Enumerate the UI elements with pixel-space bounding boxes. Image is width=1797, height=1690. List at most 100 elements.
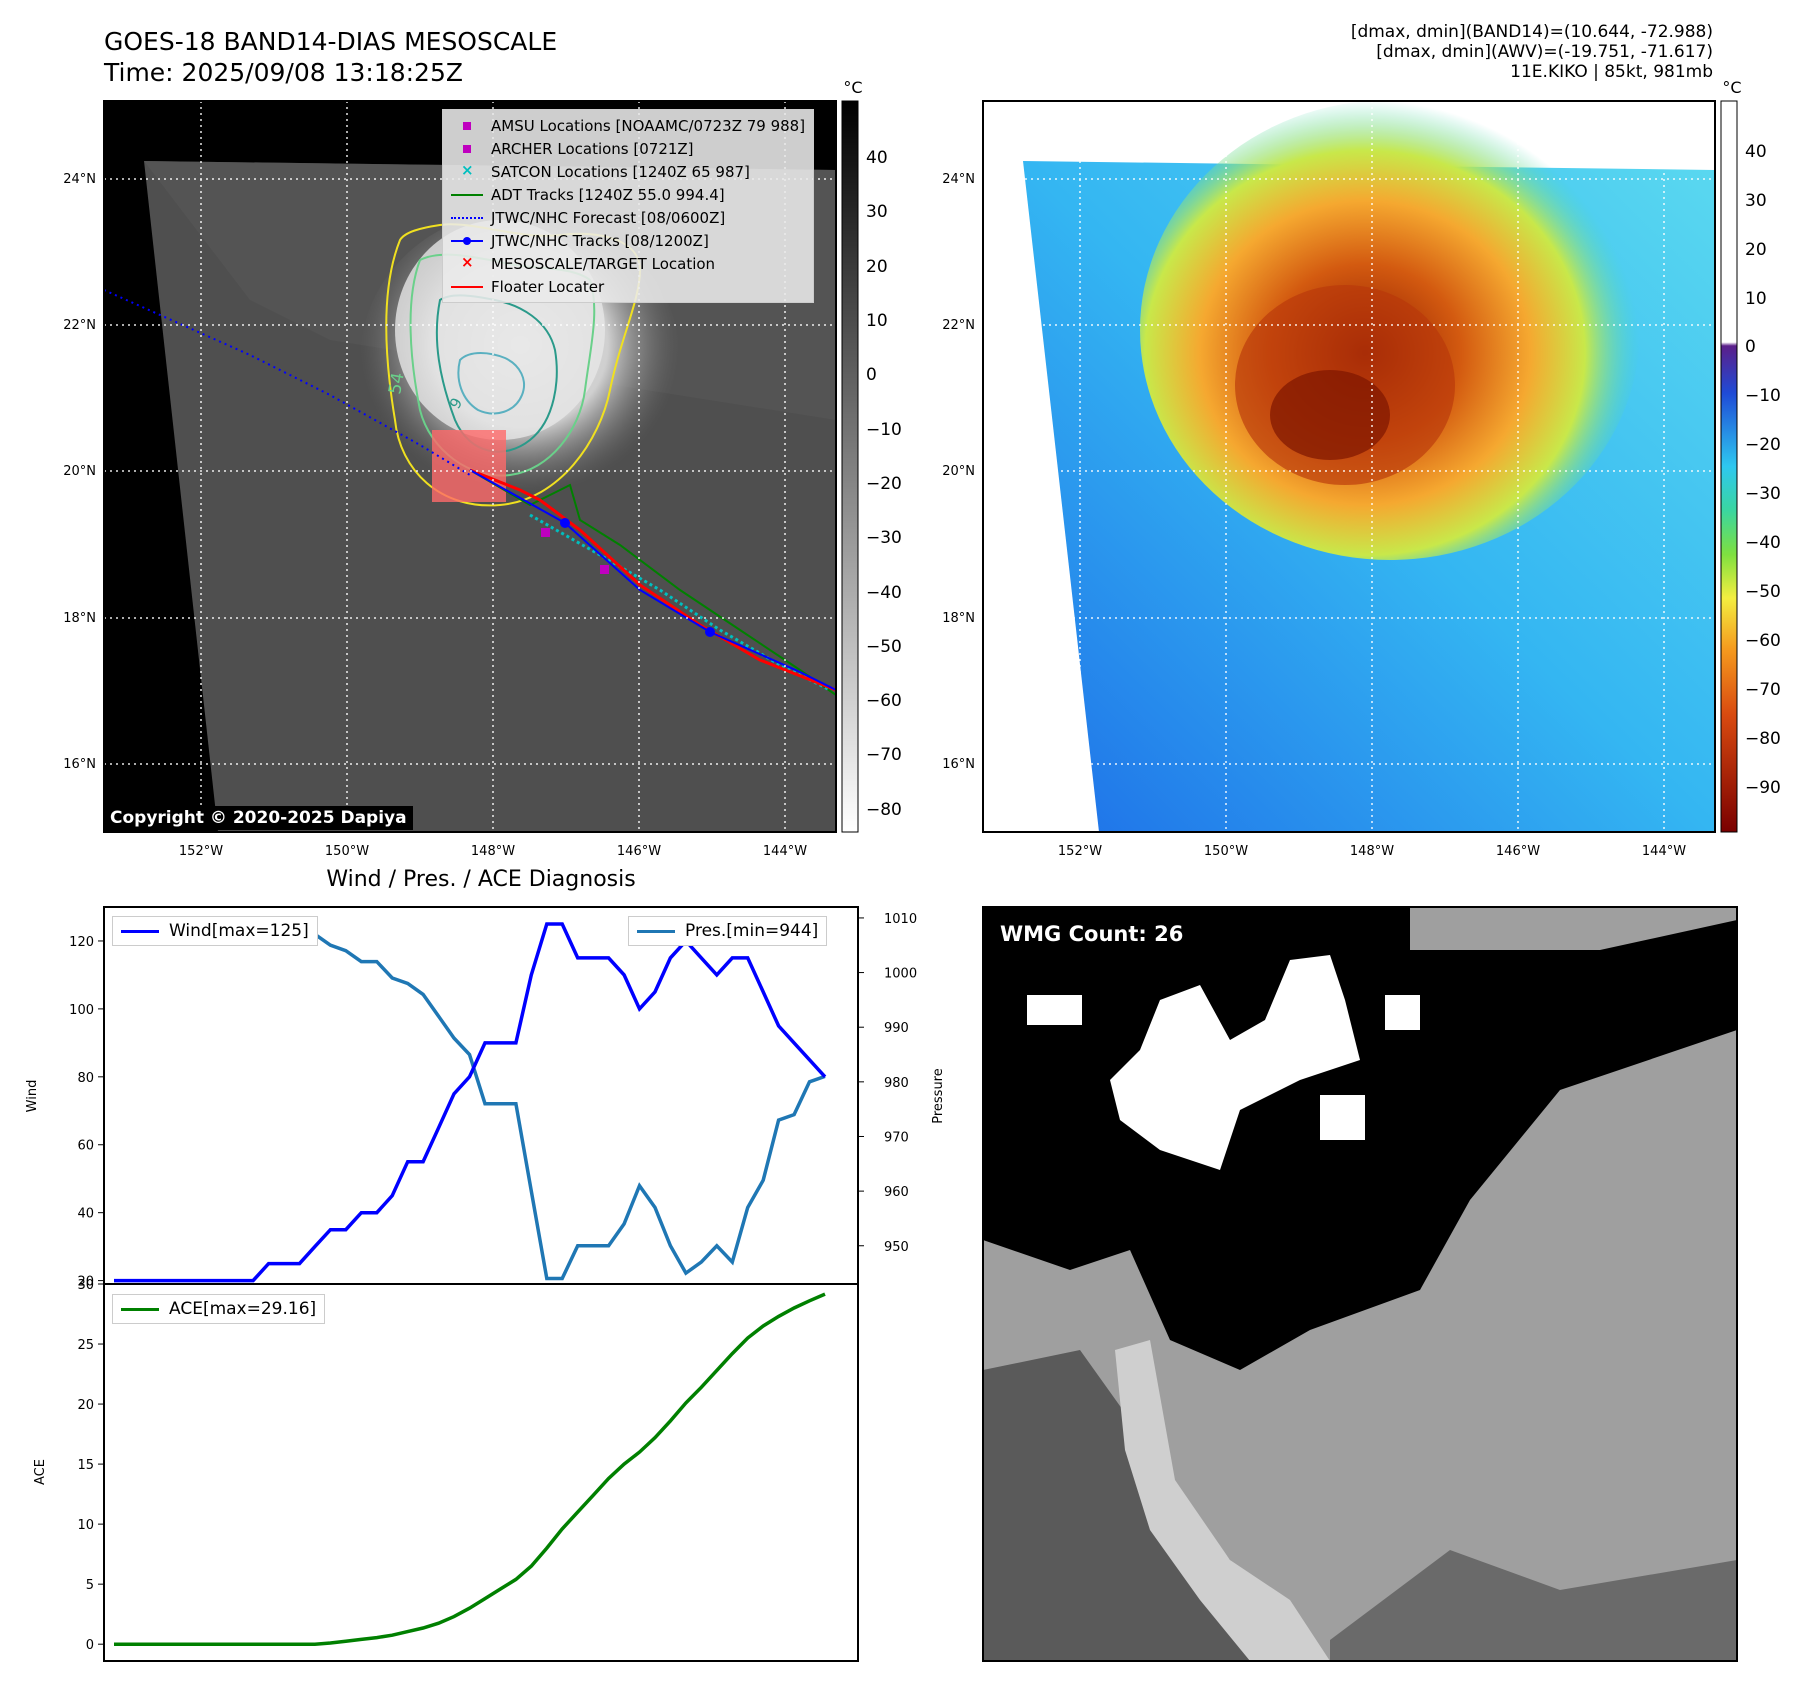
stats-block: [dmax, dmin](BAND14)=(10.644, -72.988) […	[1351, 22, 1713, 82]
square-marker-icon	[451, 141, 483, 157]
legend-label: ADT Tracks [1240Z 55.0 994.4]	[491, 185, 725, 204]
chart-title: Wind / Pres. / ACE Diagnosis	[326, 867, 635, 892]
wmg-light-streak	[1115, 1340, 1330, 1661]
colorbar-tick: −70	[1745, 680, 1781, 700]
x-marker-icon: ×	[461, 252, 474, 271]
axis-tick-label: 60	[77, 1139, 94, 1154]
floater-target-region	[432, 430, 506, 502]
color-colorbar	[1720, 100, 1738, 833]
figure-title: GOES-18 BAND14-DIAS MESOSCALE Time: 2025…	[104, 26, 557, 88]
axis-tick-label: 10	[77, 1518, 94, 1533]
ace-legend: ACE[max=29.16]	[112, 1294, 326, 1324]
colorbar-tick: 0	[1745, 337, 1756, 357]
gray-colorbar	[841, 100, 859, 833]
axis-tick-label: 15	[77, 1458, 94, 1473]
legend-item-target: × MESOSCALE/TARGET Location	[451, 252, 805, 275]
colorbar-tick: −80	[1745, 729, 1781, 749]
title-line-2: Time: 2025/09/08 13:18:25Z	[104, 58, 463, 87]
lat-label: 24°N	[942, 172, 975, 187]
legend-label: AMSU Locations [NOAAMC/0723Z 79 988]	[491, 116, 806, 135]
legend-label: Wind[max=125]	[169, 921, 309, 941]
contour-inner	[457, 352, 525, 415]
legend-item-archer: ARCHER Locations [0721Z]	[451, 137, 805, 160]
left-map-axis-labels: 24°N 22°N 20°N 18°N 16°N 152°W 150°W 148…	[63, 172, 807, 859]
copyright-badge: Copyright © 2020-2025 Dapiya	[104, 806, 413, 830]
axis-tick-label: 990	[884, 1021, 909, 1036]
axis-tick-label: 0	[86, 1638, 94, 1653]
floater-locater-line	[469, 468, 836, 692]
map-grid-right	[983, 101, 1715, 832]
jtwc-track-point	[705, 627, 715, 637]
stats-line-1: [dmax, dmin](BAND14)=(10.644, -72.988)	[1350, 22, 1713, 42]
lon-label: 144°W	[1642, 844, 1686, 859]
lat-label: 22°N	[63, 318, 96, 333]
square-marker-icon	[451, 118, 483, 134]
legend-label: SATCON Locations [1240Z 65 987]	[491, 162, 750, 181]
legend-label: JTWC/NHC Forecast [08/0600Z]	[491, 208, 726, 227]
jtwc-track-line	[469, 469, 836, 691]
ace-axis-label: ACE	[33, 1459, 48, 1485]
axis-tick-label: 20	[77, 1398, 94, 1413]
pressure-axis-label: Pressure	[931, 1068, 946, 1124]
amsu-marker	[541, 528, 550, 537]
colorbar-tick: −40	[866, 583, 902, 603]
legend-label: Pres.[min=944]	[685, 921, 819, 941]
axis-tick-label: 950	[884, 1240, 909, 1255]
lon-label: 146°W	[1496, 844, 1540, 859]
stats-line-3: 11E.KIKO | 85kt, 981mb	[1510, 62, 1713, 82]
gray-colorbar-ticks: °C 40 30 20 10 0 −10 −20 −30 −40 −50 −60…	[843, 78, 901, 820]
lon-label: 152°W	[179, 844, 223, 859]
axis-tick-label: 970	[884, 1130, 909, 1145]
axis-tick-label: 980	[884, 1076, 909, 1091]
lon-label: 146°W	[617, 844, 661, 859]
lon-label: 150°W	[325, 844, 369, 859]
legend-item-amsu: AMSU Locations [NOAAMC/0723Z 79 988]	[451, 114, 805, 137]
colorbar-tick: −90	[1745, 778, 1781, 798]
colorbar-tick: 20	[866, 257, 888, 277]
colorbar-tick: −10	[866, 420, 902, 440]
legend-item-satcon: × SATCON Locations [1240Z 65 987]	[451, 160, 805, 183]
line-marker-icon	[451, 279, 483, 295]
axis-tick-label: 80	[77, 1071, 94, 1086]
colorbar-tick: 40	[866, 148, 888, 168]
lon-label: 150°W	[1204, 844, 1248, 859]
colorbar-tick: −20	[866, 474, 902, 494]
stats-line-2: [dmax, dmin](AWV)=(-19.751, -71.617)	[1376, 42, 1713, 62]
dotted-line-icon	[451, 210, 483, 226]
lat-label: 20°N	[942, 464, 975, 479]
colorbar-tick: −60	[1745, 631, 1781, 651]
lat-label: 18°N	[63, 611, 96, 626]
colorbar-tick: −30	[866, 528, 902, 548]
axis-tick-label: 25	[77, 1338, 94, 1353]
wind-pressure-chart: Wind / Pres. / ACE Diagnosis Wind Pressu…	[25, 867, 946, 1290]
x-marker-icon: ×	[461, 160, 474, 179]
wind-legend: Wind[max=125]	[112, 916, 318, 946]
legend-item-adt: ADT Tracks [1240Z 55.0 994.4]	[451, 183, 805, 206]
map-legend: AMSU Locations [NOAAMC/0723Z 79 988] ARC…	[442, 109, 815, 303]
colorbar-tick: 30	[866, 202, 888, 222]
wind-axis-label: Wind	[25, 1080, 40, 1113]
legend-item-forecast: JTWC/NHC Forecast [08/0600Z]	[451, 206, 805, 229]
legend-label: JTWC/NHC Tracks [08/1200Z]	[491, 231, 709, 250]
ace-chart: ACE 0 5 10 15 20 25 30	[33, 1278, 859, 1662]
colorbar-tick: 10	[866, 311, 888, 331]
axis-tick-label: 1010	[884, 912, 917, 927]
colorbar-tick: −80	[866, 800, 902, 820]
legend-label: ACE[max=29.16]	[169, 1299, 317, 1319]
colorbar-unit: °C	[1722, 78, 1741, 97]
lat-label: 16°N	[942, 757, 975, 772]
axis-tick-label: 1000	[884, 967, 917, 982]
satcon-track	[529, 513, 831, 692]
wmg-white-cluster	[1110, 955, 1360, 1170]
wind-series-line	[114, 922, 827, 1283]
colorbar-tick: 10	[1745, 289, 1767, 309]
lat-label: 20°N	[63, 464, 96, 479]
colorbar-tick: −30	[1745, 484, 1781, 504]
pressure-y-ticks: 950 960 970 980 990 1000 1010	[858, 912, 917, 1255]
archer-marker	[600, 565, 609, 574]
colorbar-tick: 0	[866, 365, 877, 385]
axis-tick-label: 5	[86, 1578, 94, 1593]
ace-y-ticks: 0 5 10 15 20 25 30	[77, 1278, 104, 1653]
lat-label: 16°N	[63, 757, 96, 772]
